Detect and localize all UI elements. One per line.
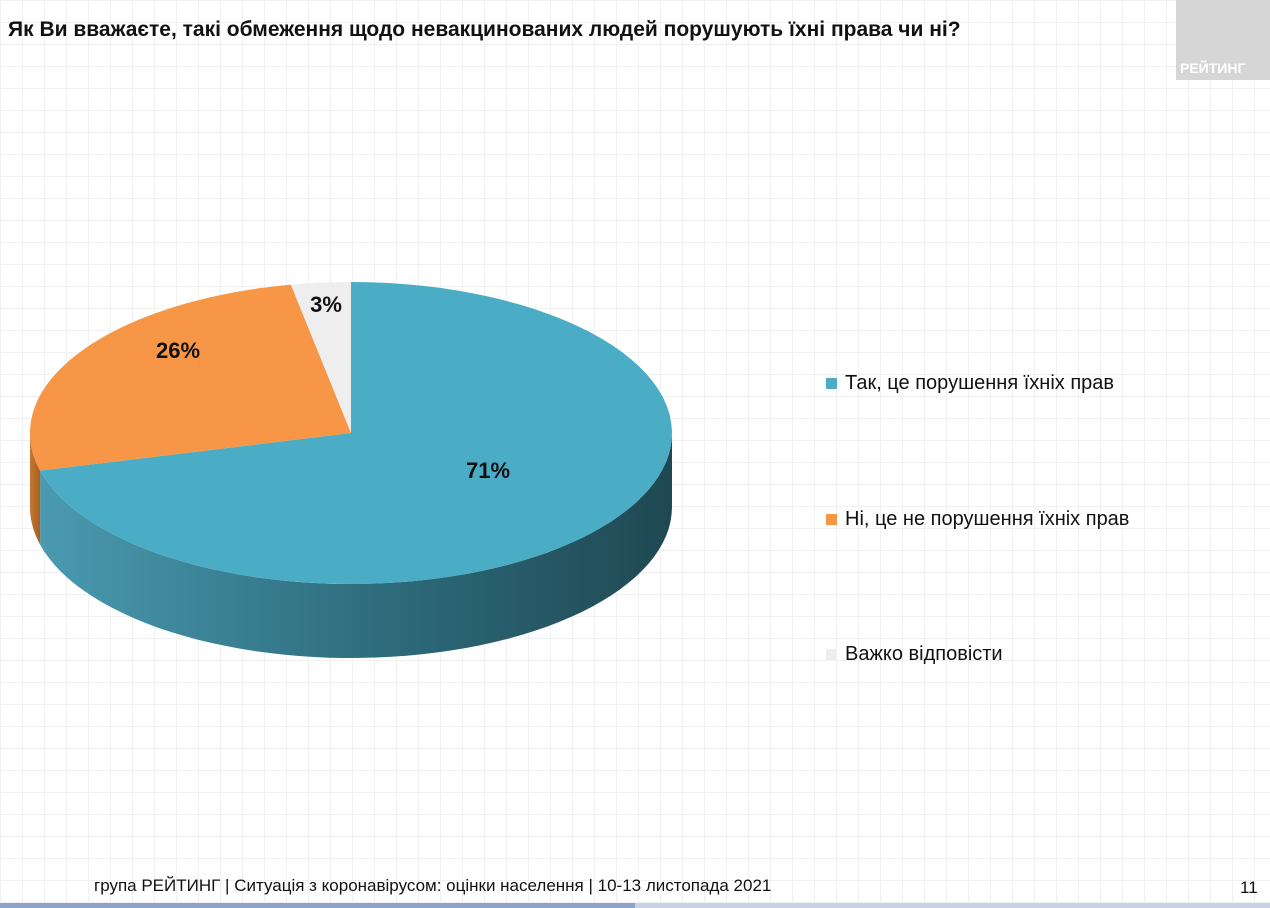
legend-item-yes: Так, це порушення їхніх прав: [826, 372, 1114, 395]
footer-bar: [0, 903, 1270, 908]
data-label-no: 26%: [156, 338, 200, 363]
pie-side-yes: [40, 433, 673, 658]
legend-label: Важко відповісти: [845, 643, 1003, 665]
legend-swatch: [826, 378, 837, 389]
legend-swatch: [826, 649, 837, 660]
legend-swatch: [826, 514, 837, 525]
legend-label: Ні, це не порушення їхніх прав: [845, 508, 1130, 530]
data-label-yes: 71%: [466, 458, 510, 483]
legend-label: Так, це порушення їхніх прав: [845, 372, 1115, 394]
legend-item-hard-to-say: Важко відповісти: [826, 643, 1003, 666]
footer-text: група РЕЙТИНГ | Ситуація з коронавірусом…: [94, 876, 772, 895]
pie-slice-no: [30, 284, 351, 471]
logo: РЕЙТИНГ: [1176, 0, 1270, 80]
legend-item-no: Ні, це не порушення їхніх прав: [826, 508, 1129, 531]
pie-slice-yes: [40, 282, 673, 584]
pie-slice-hard-to-say: [290, 282, 351, 433]
pie-side-no: [30, 433, 41, 545]
page-number: 11: [1240, 878, 1258, 897]
logo-text: РЕЙТИНГ: [1180, 60, 1246, 76]
data-label-hard-to-say: 3%: [310, 292, 342, 317]
chart-title: Як Ви вважаєте, такі обмеження щодо нева…: [8, 18, 961, 41]
